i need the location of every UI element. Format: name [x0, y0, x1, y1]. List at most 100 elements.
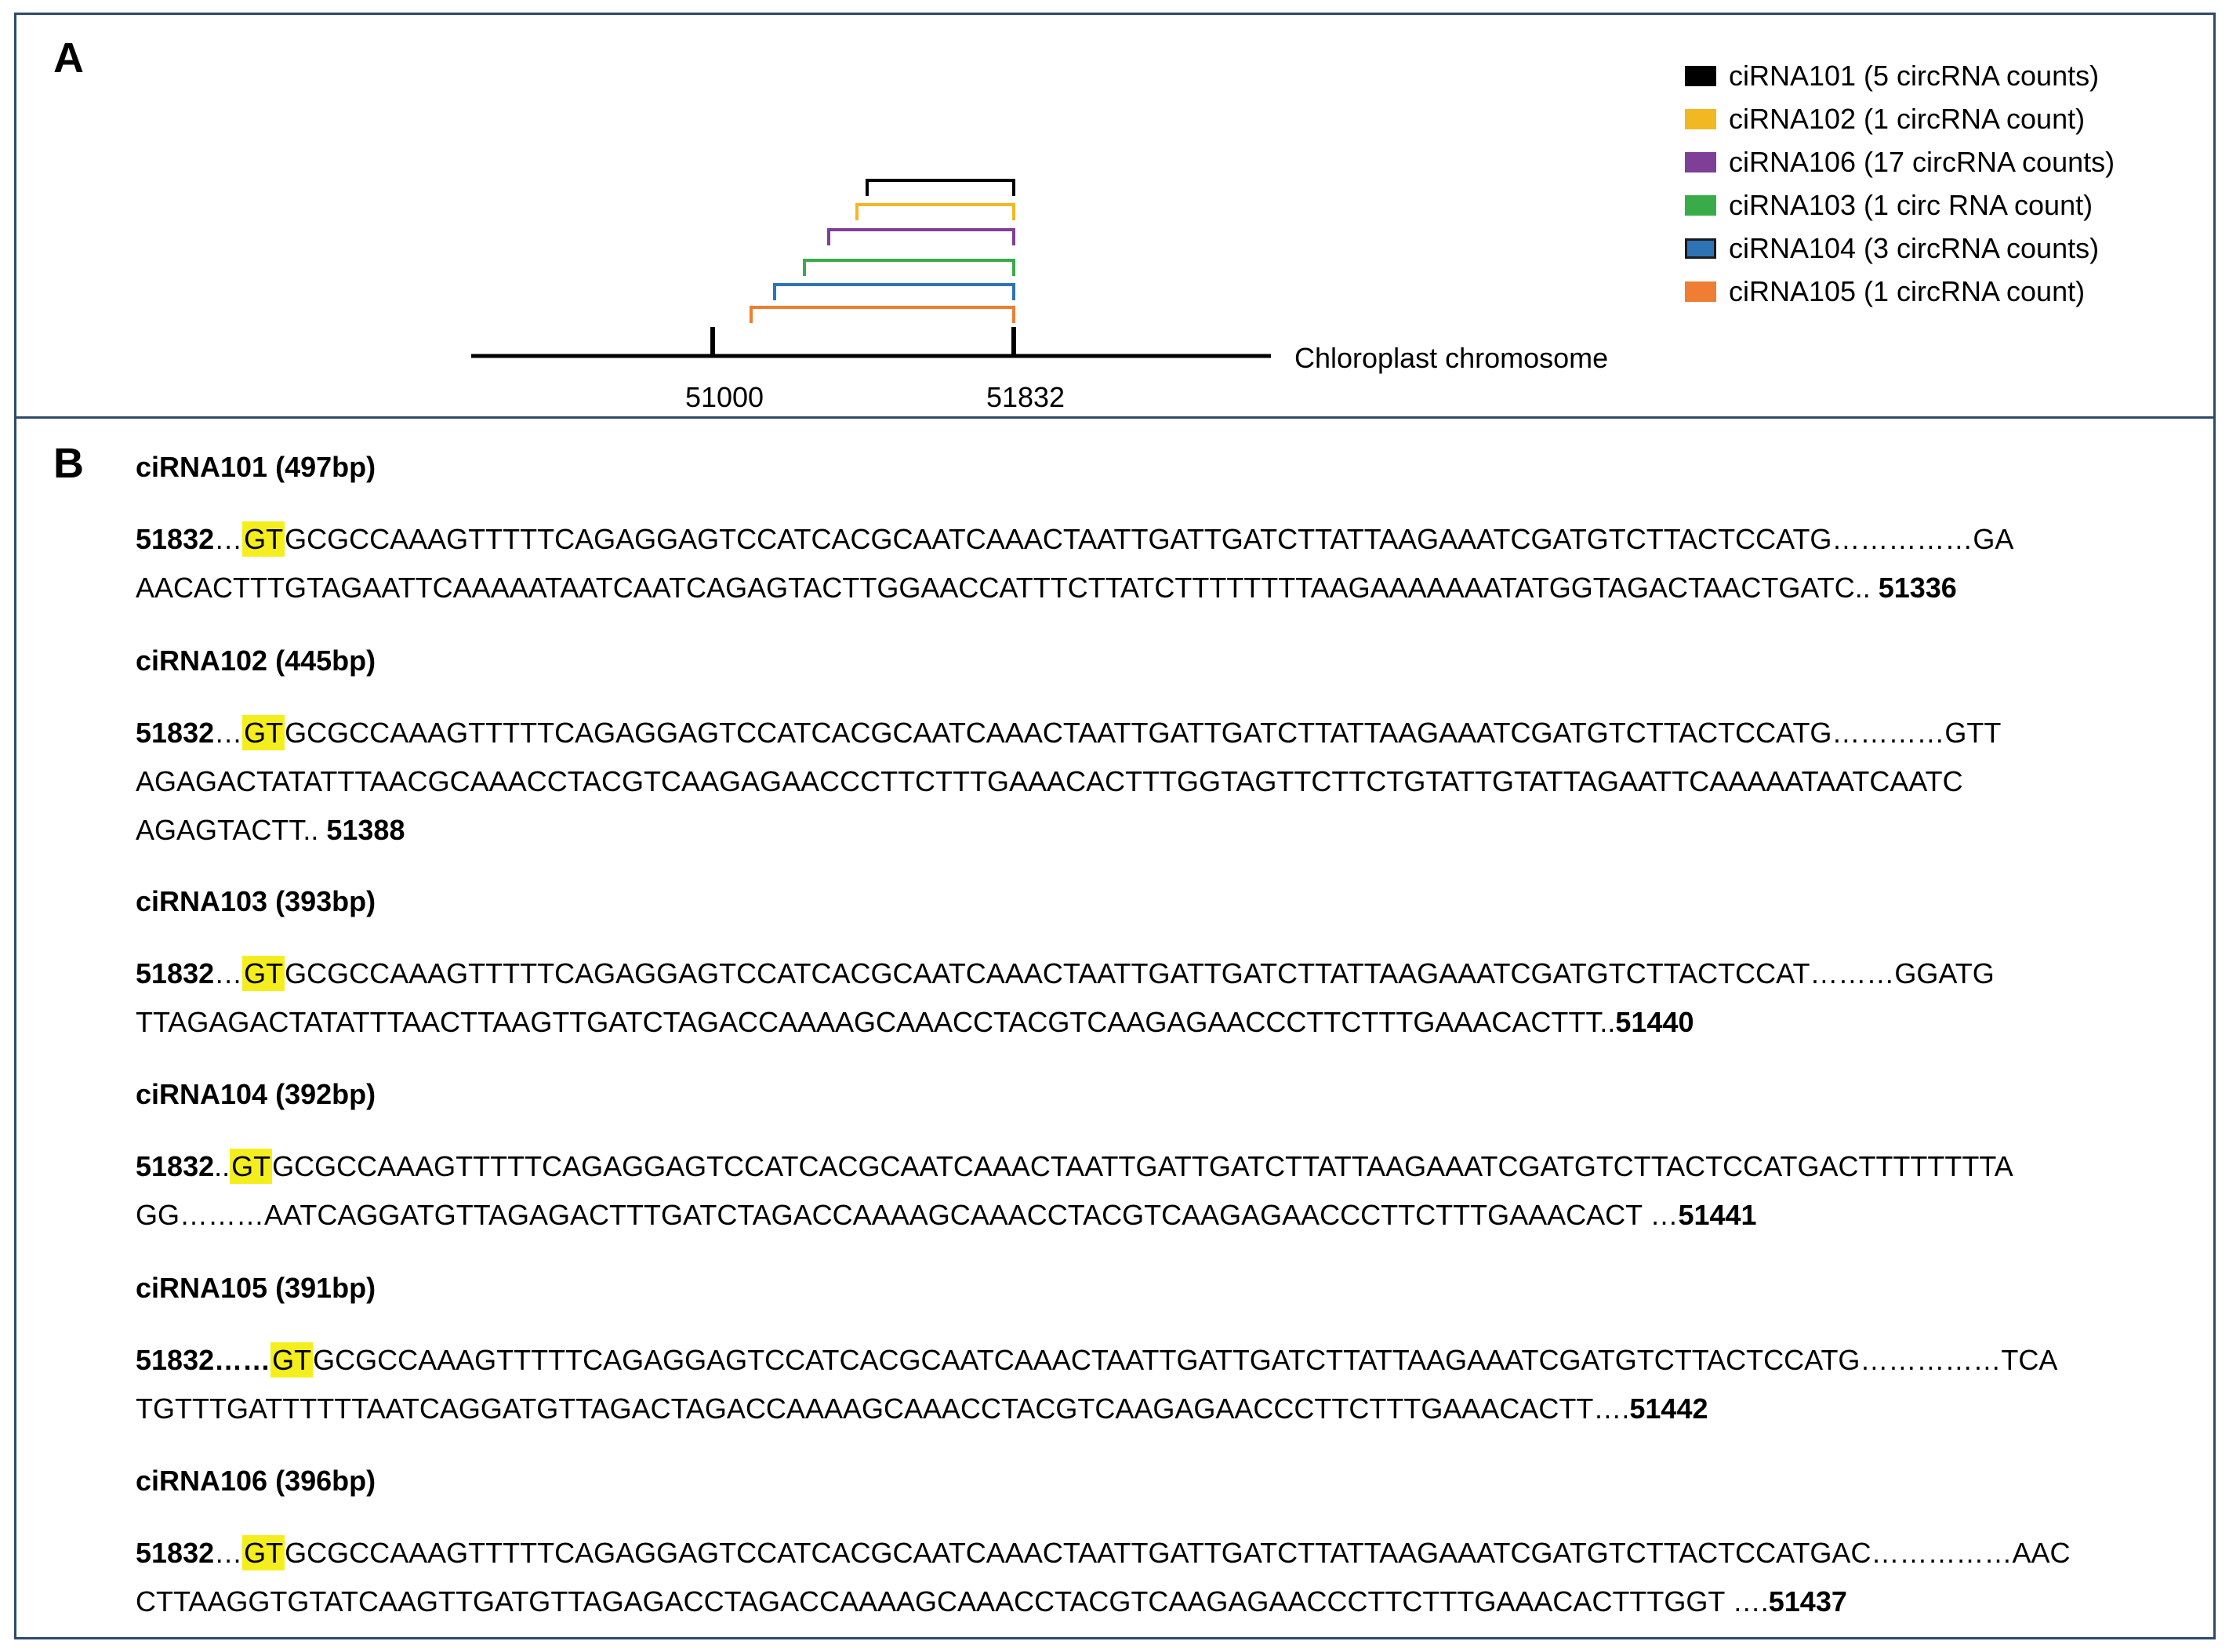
legend-count: (5 circRNA counts)	[1864, 59, 2100, 92]
sequence-text: GCGCCAAAGTTTTTCAGAGGAGTCCATCACGCAATCAAAC…	[285, 717, 2002, 749]
sequence-text: AGAGTACTT..	[136, 814, 327, 846]
sequence-entry: ciRNA105 (391bp) 51832……GTGCGCCAAAGTTTTTC…	[136, 1269, 2057, 1433]
legend-swatch	[1685, 281, 1716, 302]
gt-splice-highlight: GT	[270, 1342, 314, 1378]
legend-count: (1 circRNA count)	[1864, 102, 2086, 135]
position-label: 51388	[326, 814, 405, 846]
legend-swatch	[1685, 238, 1716, 259]
arc-ciRNA104	[773, 283, 1015, 300]
panel-a-letter: A	[53, 34, 84, 82]
sequence-entry: ciRNA106 (396bp) 51832…GTGCGCCAAAGTTTTTCA…	[136, 1462, 2070, 1626]
gt-splice-highlight: GT	[242, 715, 285, 750]
arc-ciRNA106	[827, 228, 1015, 245]
tick-label-51832: 51832	[986, 381, 1065, 413]
panel-b-letter: B	[53, 440, 84, 487]
legend-count: (1 circ RNA count)	[1864, 188, 2093, 221]
position-label: 51832	[136, 1150, 215, 1182]
sequence-text: GCGCCAAAGTTTTTCAGAGGAGTCCATCACGCAATCAAAC…	[285, 1537, 2071, 1569]
sequence-line: TTAGAGACTATATTTAACTTAAGTTGATCTAGACCAAAAG…	[136, 998, 1995, 1047]
sequence-text: GCGCCAAAGTTTTTCAGAGGAGTCCATCACGCAATCAAAC…	[285, 957, 1995, 989]
legend-name: ciRNA106	[1729, 145, 1857, 178]
sequence-line: 51832……GTGCGCCAAAGTTTTTCAGAGGAGTCCATCACG…	[136, 1336, 2057, 1385]
sequence-text: GCGCCAAAGTTTTTCAGAGGAGTCCATCACGCAATCAAAC…	[313, 1344, 2058, 1376]
legend-item-ciRNA102: ciRNA102 (1 circRNA count)	[1685, 97, 2115, 140]
sequence-line: 51832…GTGCGCCAAAGTTTTTCAGAGGAGTCCATCACGC…	[136, 949, 1995, 998]
legend-item-ciRNA105: ciRNA105 (1 circRNA count)	[1685, 270, 2115, 313]
sequence-text: AACACTTTGTAGAATTCAAAAATAATCAATCAGAGTACTT…	[136, 572, 1879, 604]
entry-title: ciRNA104 (392bp)	[136, 1078, 376, 1110]
legend-swatch	[1685, 65, 1716, 86]
sequence-entry: ciRNA101 (497bp) 51832…GTGCGCCAAAGTTTTTCA…	[136, 448, 2013, 612]
sequence-entry: ciRNA104 (392bp) 51832..GTGCGCCAAAGTTTTTC…	[136, 1076, 2013, 1240]
gt-splice-highlight: GT	[242, 521, 285, 557]
legend-name: ciRNA102	[1729, 102, 1857, 135]
legend-count: (3 circRNA counts)	[1864, 231, 2100, 264]
position-label: 51441	[1678, 1199, 1757, 1231]
entry-title: ciRNA105 (391bp)	[136, 1272, 376, 1304]
position-label: 51832	[136, 1537, 215, 1569]
position-label: 51832	[136, 957, 215, 989]
legend-name: ciRNA101	[1729, 59, 1857, 92]
sequence-text: …	[214, 957, 243, 989]
chromosome-diagram: Chloroplast chromosome 51000 51832	[471, 179, 1608, 413]
legend-name: ciRNA105	[1729, 274, 1857, 307]
legend-swatch	[1685, 194, 1716, 216]
legend-item-ciRNA106: ciRNA106 (17 circRNA counts)	[1685, 140, 2115, 183]
entry-title: ciRNA106 (396bp)	[136, 1465, 376, 1497]
legend-name: ciRNA103	[1729, 188, 1857, 221]
panel-b: B ciRNA101 (497bp) 51832…GTGCGCCAAAGTTTTT…	[14, 419, 2216, 1639]
legend-name: ciRNA104	[1729, 231, 1857, 264]
legend: ciRNA101 (5 circRNA counts) ciRNA102 (1 cir…	[1685, 54, 2115, 313]
sequence-text: GCGCCAAAGTTTTTCAGAGGAGTCCATCACGCAATCAAAC…	[272, 1150, 2013, 1182]
legend-item-ciRNA104: ciRNA104 (3 circRNA counts)	[1685, 227, 2115, 270]
sequence-line: 51832…GTGCGCCAAAGTTTTTCAGAGGAGTCCATCACGC…	[136, 709, 2001, 757]
sequence-text: …	[214, 523, 243, 555]
sequence-line: CTTAAGGTGTATCAAGTTGATGTTAGAGACCTAGACCAAA…	[136, 1578, 2070, 1626]
sequence-text: CTTAAGGTGTATCAAGTTGATGTTAGAGACCTAGACCAAA…	[136, 1585, 1769, 1618]
legend-count: (1 circRNA count)	[1864, 274, 2086, 307]
position-label: 51442	[1629, 1392, 1708, 1425]
position-label: 51336	[1878, 572, 1957, 604]
sequence-text: TTAGAGACTATATTTAACTTAAGTTGATCTAGACCAAAAG…	[136, 1006, 1616, 1038]
entry-title: ciRNA103 (393bp)	[136, 885, 376, 917]
chromosome-label: Chloroplast chromosome	[1294, 342, 1608, 374]
arc-ciRNA105	[750, 306, 1015, 323]
position-label: 51832	[136, 523, 215, 555]
sequence-line: GG………AATCAGGATGTTAGAGACTTTGATCTAGACCAAAA…	[136, 1191, 2013, 1240]
position-label: 51832……	[136, 1344, 271, 1376]
sequence-line: AGAGTACTT.. 51388	[136, 806, 2001, 855]
gt-splice-highlight: GT	[230, 1149, 273, 1184]
arc-ciRNA102	[855, 203, 1015, 220]
position-label: 51437	[1768, 1585, 1847, 1618]
legend-swatch	[1685, 151, 1716, 172]
sequence-text: …	[214, 1537, 243, 1569]
legend-item-ciRNA101: ciRNA101 (5 circRNA counts)	[1685, 54, 2115, 97]
entry-title: ciRNA101 (497bp)	[136, 451, 376, 483]
sequence-text: GG………AATCAGGATGTTAGAGACTTTGATCTAGACCAAAA…	[136, 1199, 1679, 1231]
sequence-text: AGAGACTATATTTAACGCAAACCTACGTCAAGAGAACCCT…	[136, 765, 1963, 797]
sequence-line: AGAGACTATATTTAACGCAAACCTACGTCAAGAGAACCCT…	[136, 757, 2001, 806]
arc-ciRNA103	[803, 259, 1015, 276]
arc-ciRNA101	[866, 179, 1015, 196]
sequence-text: …	[214, 717, 243, 749]
sequence-text: GCGCCAAAGTTTTTCAGAGGAGTCCATCACGCAATCAAAC…	[285, 523, 2014, 555]
gt-splice-highlight: GT	[242, 956, 285, 991]
sequence-line: 51832…GTGCGCCAAAGTTTTTCAGAGGAGTCCATCACGC…	[136, 1529, 2070, 1578]
legend-count: (17 circRNA counts)	[1864, 145, 2115, 178]
sequence-line: 51832..GTGCGCCAAAGTTTTTCAGAGGAGTCCATCACG…	[136, 1142, 2013, 1191]
sequence-text: ..	[214, 1150, 231, 1182]
legend-swatch	[1685, 108, 1716, 129]
sequence-line: 51832…GTGCGCCAAAGTTTTTCAGAGGAGTCCATCACGC…	[136, 515, 2013, 564]
panel-a: A Chloroplast chromosome 51000 51832 ciRNA…	[14, 13, 2216, 419]
position-label: 51832	[136, 717, 215, 749]
legend-item-ciRNA103: ciRNA103 (1 circ RNA count)	[1685, 183, 2115, 227]
entry-title: ciRNA102 (445bp)	[136, 644, 376, 677]
sequence-entry: ciRNA102 (445bp) 51832…GTGCGCCAAAGTTTTTCA…	[136, 642, 2001, 855]
position-label: 51440	[1615, 1006, 1694, 1038]
sequence-line: AACACTTTGTAGAATTCAAAAATAATCAATCAGAGTACTT…	[136, 564, 2013, 612]
gt-splice-highlight: GT	[242, 1535, 285, 1570]
sequence-line: TGTTTGATTTTTTAATCAGGATGTTAGACTAGACCAAAAG…	[136, 1385, 2057, 1433]
tick-label-51000: 51000	[685, 381, 764, 413]
sequence-entry: ciRNA103 (393bp) 51832…GTGCGCCAAAGTTTTTCA…	[136, 883, 1995, 1047]
sequence-text: TGTTTGATTTTTTAATCAGGATGTTAGACTAGACCAAAAG…	[136, 1392, 1630, 1425]
